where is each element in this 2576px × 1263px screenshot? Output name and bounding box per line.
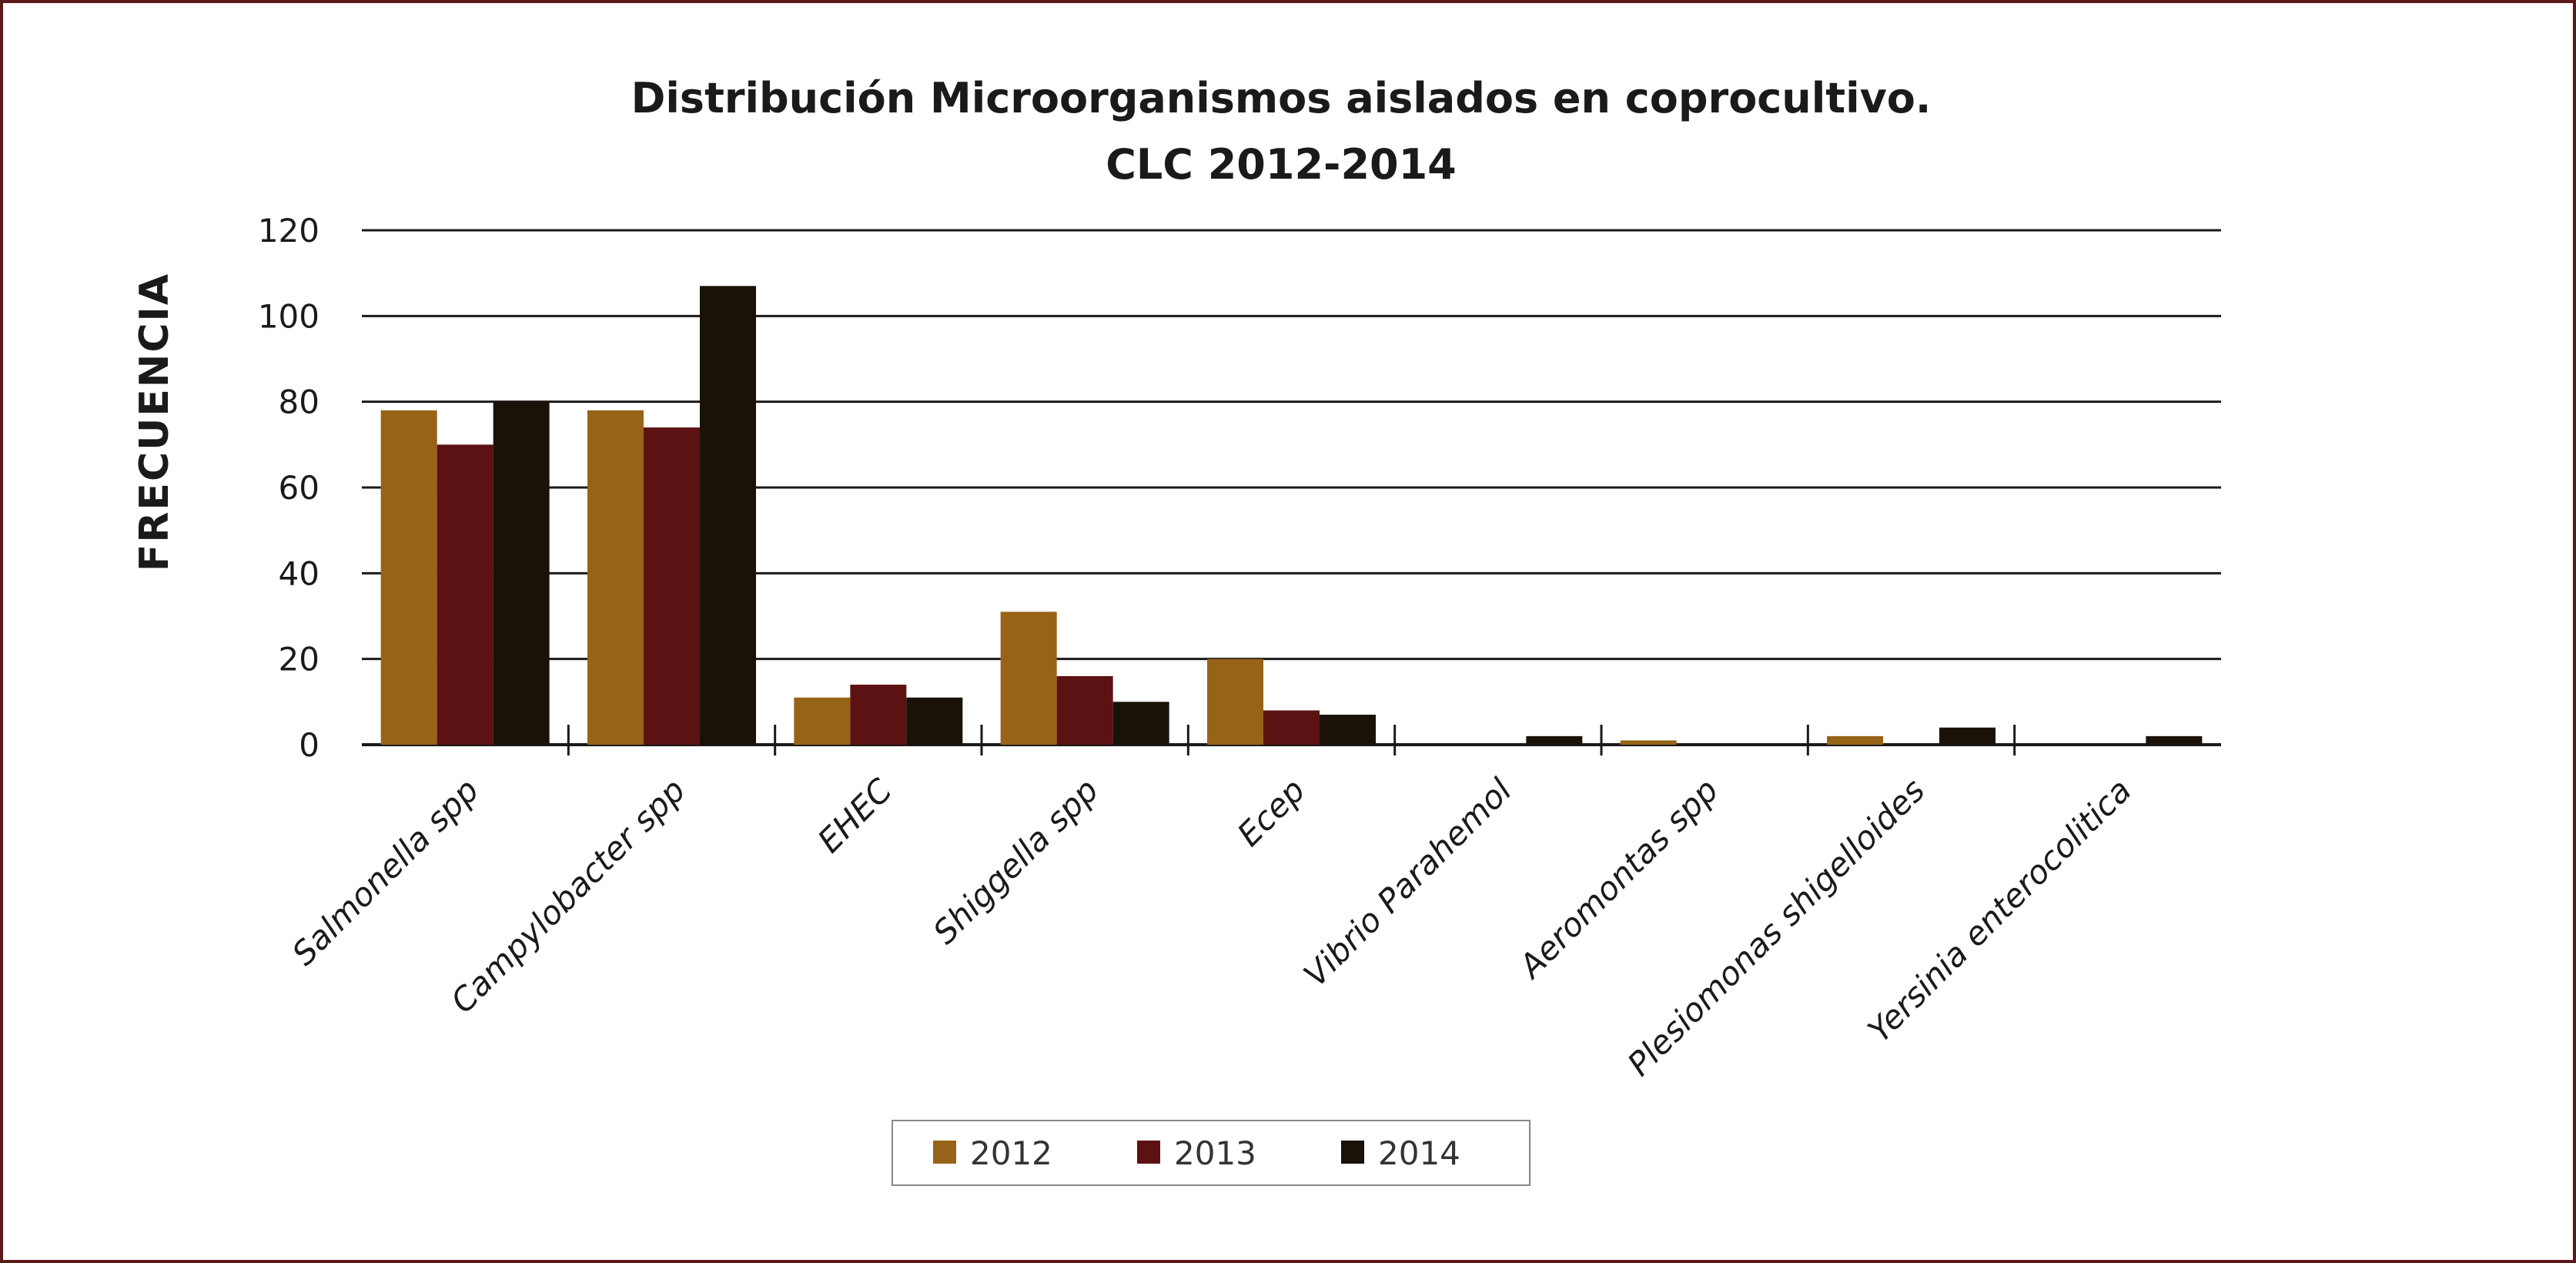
bar-2014-0 <box>493 401 550 745</box>
bar-2012-6 <box>1620 740 1677 745</box>
x-tick-label: Campylobacter spp <box>443 771 692 1020</box>
chart-subtitle: CLC 2012-2014 <box>1106 140 1456 189</box>
x-tick-label: Vibrio Parahemol <box>1296 771 1519 993</box>
bar-2012-0 <box>380 410 437 745</box>
x-tick-label: Ecep <box>1230 771 1313 853</box>
bar-2014-7 <box>1939 727 1996 745</box>
x-tick-label: Shiggella spp <box>925 771 1106 951</box>
x-tick-label: EHEC <box>811 771 900 860</box>
y-axis-label: FRECUENCIA <box>132 273 178 571</box>
bar-2012-2 <box>794 697 851 745</box>
y-tick-label: 0 <box>299 726 319 764</box>
y-tick-label: 80 <box>279 384 319 421</box>
bar-2014-4 <box>1320 715 1376 745</box>
chart-title: Distribución Microorganismos aislados en… <box>631 74 1932 122</box>
bar-2014-1 <box>700 286 756 745</box>
bar-2012-1 <box>587 410 644 745</box>
y-tick-label: 20 <box>279 641 319 678</box>
legend-swatch <box>1137 1141 1160 1164</box>
bar-2014-8 <box>2146 735 2203 745</box>
y-tick-label: 60 <box>279 469 319 507</box>
bar-2013-3 <box>1056 675 1113 745</box>
bar-2013-1 <box>644 427 700 745</box>
legend-label: 2014 <box>1378 1134 1460 1172</box>
x-tick-label: Aeromontas spp <box>1510 771 1726 987</box>
bar-2012-4 <box>1207 658 1263 745</box>
y-tick-label: 100 <box>258 297 319 335</box>
legend-box <box>892 1120 1531 1186</box>
legend-swatch <box>933 1141 956 1164</box>
bar-2014-3 <box>1112 702 1169 745</box>
bar-2013-4 <box>1263 710 1320 745</box>
y-tick-label: 120 <box>258 212 319 250</box>
bar-2013-2 <box>850 685 907 745</box>
bar-2012-7 <box>1827 735 1883 745</box>
bar-2014-2 <box>906 697 963 745</box>
bar-2012-3 <box>1000 611 1057 745</box>
bar-2013-0 <box>437 444 493 745</box>
x-tick-label: Salmonella spp <box>285 771 486 972</box>
y-tick-label: 40 <box>279 554 319 592</box>
bar-2014-5 <box>1526 735 1583 745</box>
legend-swatch <box>1341 1141 1364 1164</box>
legend-label: 2013 <box>1174 1134 1256 1172</box>
legend-label: 2012 <box>970 1134 1052 1172</box>
